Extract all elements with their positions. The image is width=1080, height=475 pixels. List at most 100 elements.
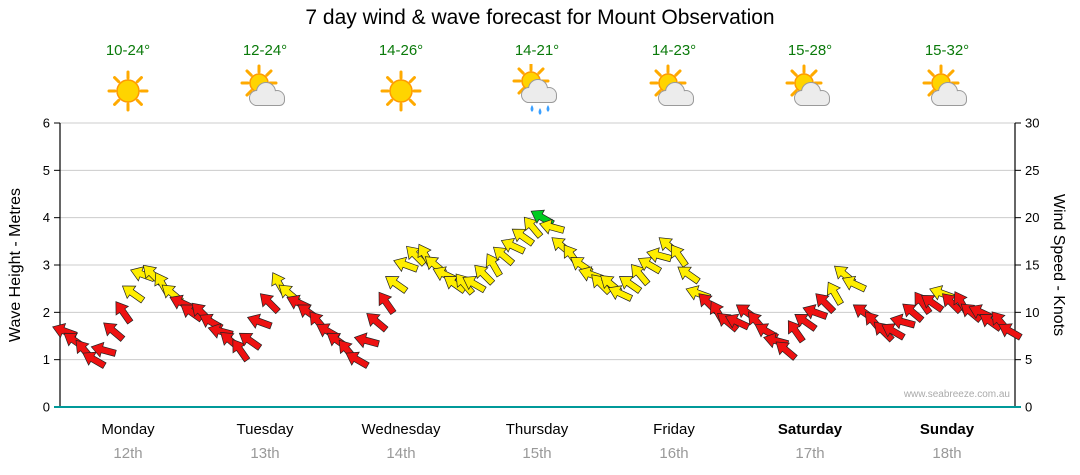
day-date: 14th	[386, 445, 416, 462]
wind-arrow	[238, 332, 263, 351]
wind-arrow	[523, 216, 544, 239]
wind-arrow	[873, 321, 895, 343]
wind-arrow	[670, 244, 689, 268]
left-tick-label: 1	[43, 352, 50, 367]
temp-range: 10-24°	[105, 42, 151, 59]
wind-arrow	[775, 341, 798, 361]
day-column-saturday: 15-28° Saturday 17th	[750, 42, 870, 466]
partly-cloudy-icon	[648, 64, 700, 116]
page-title: 7 day wind & wave forecast for Mount Obs…	[305, 6, 775, 29]
wind-arrow	[881, 323, 906, 341]
wind-arrow	[646, 247, 673, 263]
wind-arrow	[259, 293, 281, 315]
wind-arrow	[115, 301, 134, 325]
day-date: 18th	[932, 445, 962, 462]
wind-arrow	[511, 228, 536, 247]
day-date: 15th	[522, 445, 552, 462]
wind-arrow	[393, 256, 419, 273]
temp-range: 12-24°	[242, 42, 288, 59]
left-tick-label: 6	[43, 116, 50, 131]
day-date: 13th	[250, 445, 280, 462]
sunny-icon	[375, 64, 427, 116]
wind-arrow	[385, 276, 409, 294]
wind-arrow	[841, 275, 867, 293]
day-name: Monday	[101, 421, 155, 438]
wind-arrow	[724, 313, 750, 331]
right-axis-title: Wind Speed - Knots	[1050, 193, 1067, 337]
wind-arrow	[232, 339, 251, 363]
temp-range: 14-21°	[514, 42, 560, 59]
wind-arrow	[82, 351, 107, 369]
temp-range: 14-26°	[378, 42, 424, 59]
watermark: www.seabreeze.com.au	[903, 389, 1010, 400]
left-axis-title: Wave Height - Metres	[7, 187, 24, 343]
wind-arrow	[914, 291, 933, 316]
left-tick-label: 0	[43, 400, 50, 415]
partly-cloudy-icon	[239, 64, 291, 116]
wind-arrow	[787, 320, 806, 344]
wind-arrow	[485, 253, 503, 278]
wind-arrow	[618, 276, 643, 294]
right-tick-label: 25	[1025, 163, 1039, 178]
wind-arrow	[889, 313, 916, 330]
right-tick-label: 20	[1025, 210, 1039, 225]
wind-arrow	[998, 323, 1023, 341]
day-column-monday: 10-24° Monday 12th	[68, 42, 188, 466]
wind-arrow	[815, 293, 837, 315]
right-tick-label: 30	[1025, 116, 1039, 131]
wind-arrow	[90, 341, 117, 358]
wind-arrow	[802, 304, 829, 320]
wind-arrow	[366, 313, 389, 333]
wind-arrow	[462, 276, 487, 294]
wind-arrow	[474, 264, 496, 286]
wind-arrow	[121, 285, 146, 304]
day-name: Friday	[653, 421, 695, 438]
day-name: Tuesday	[236, 421, 294, 438]
day-column-friday: 14-23° Friday 16th	[614, 42, 734, 466]
day-name: Sunday	[919, 421, 975, 438]
temp-range: 15-32°	[924, 42, 970, 59]
wind-arrow	[103, 322, 126, 342]
wind-arrow	[921, 295, 945, 313]
day-column-thursday: 14-21° Thursday 15th	[477, 42, 597, 466]
wind-arrow	[345, 351, 370, 369]
wind-arrow	[353, 332, 380, 349]
wind-arrow	[455, 273, 476, 296]
wind-arrow	[492, 246, 516, 267]
day-date: 12th	[113, 445, 143, 462]
wind-arrow	[902, 303, 925, 323]
day-column-tuesday: 12-24° Tuesday 13th	[205, 42, 325, 466]
day-name: Saturday	[777, 421, 843, 438]
right-tick-label: 0	[1025, 400, 1032, 415]
wind-arrow	[637, 257, 663, 275]
wind-arrow	[677, 266, 701, 285]
wind-arrow	[794, 313, 818, 332]
day-name: Wednesday	[361, 421, 441, 438]
left-tick-label: 4	[43, 210, 50, 225]
wind-arrow	[631, 264, 651, 287]
left-tick-label: 2	[43, 305, 50, 320]
wind-arrow	[246, 313, 273, 330]
day-date: 16th	[659, 445, 689, 462]
partly-cloudy-icon	[921, 64, 973, 116]
wind-arrow	[500, 237, 526, 255]
wind-arrow	[538, 218, 565, 235]
sunny-icon	[102, 64, 154, 116]
temp-range: 14-23°	[651, 42, 697, 59]
wind-arrow	[378, 291, 397, 316]
day-column-wednesday: 14-26° Wednesday 14th	[341, 42, 461, 466]
wind-arrow	[826, 281, 844, 306]
right-tick-label: 15	[1025, 258, 1039, 273]
showers-icon	[511, 62, 563, 116]
temp-range: 15-28°	[787, 42, 833, 59]
left-tick-label: 3	[43, 258, 50, 273]
partly-cloudy-icon	[784, 64, 836, 116]
day-column-sunday: 15-32° Sunday 18th	[887, 42, 1007, 466]
wind-arrow	[607, 285, 634, 302]
day-date: 17th	[795, 445, 825, 462]
right-tick-label: 10	[1025, 305, 1039, 320]
day-name: Thursday	[505, 421, 569, 438]
left-tick-label: 5	[43, 163, 50, 178]
